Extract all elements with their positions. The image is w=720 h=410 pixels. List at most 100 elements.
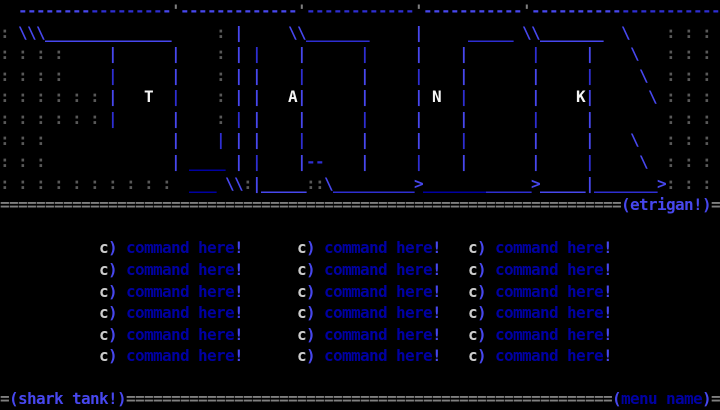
- menu-item-bang: !: [234, 324, 244, 344]
- menu-item[interactable]: c) command here!: [99, 281, 244, 303]
- ansi-art-segment: >: [657, 173, 667, 193]
- menu-item[interactable]: c) command here!: [99, 259, 244, 281]
- ansi-art-segment: : : :: [657, 130, 720, 150]
- ansi-art-segment: (: [612, 389, 622, 409]
- ansi-art-segment: |: [414, 152, 424, 172]
- footer-separator: ========================================…: [126, 389, 613, 409]
- ansi-art-segment: : : :: [657, 22, 720, 42]
- ansi-art-segment: =: [711, 195, 720, 215]
- menu-item-bang: !: [603, 281, 613, 301]
- overlay-letter-n: N: [432, 87, 442, 107]
- art-row: : : : : | |: | | | | | | | | \ : : :: [0, 43, 720, 65]
- ansi-art-segment: -------------: [180, 1, 298, 20]
- ansi-art-segment: |: [360, 130, 370, 150]
- ansi-art-segment: |: [234, 65, 244, 85]
- art-row: : : : | ____ | | | -- | | | | | \: : :: [0, 151, 720, 173]
- ansi-art-segment: |: [585, 44, 595, 64]
- menu-item[interactable]: c) command here!: [99, 345, 244, 367]
- menu-item[interactable]: c) command here!: [468, 324, 613, 346]
- ansi-art-segment: |: [108, 87, 118, 107]
- menu-item[interactable]: c) command here!: [99, 237, 244, 259]
- art-row: : : : | | | | | | | | | | \ : : :: [0, 129, 720, 151]
- ansi-art-segment: ': [171, 1, 181, 20]
- ansi-art-segment: |: [585, 65, 595, 85]
- menu-item-key: c: [99, 281, 109, 301]
- art-row: c) command here! c) command here! c) comma…: [0, 259, 720, 281]
- menu-item-key: c: [99, 259, 109, 279]
- ansi-art-segment: :: [216, 44, 234, 64]
- ansi-art-segment: |: [108, 44, 118, 64]
- menu-item-label: command here: [495, 281, 604, 301]
- ansi-art-segment: _______: [423, 173, 487, 193]
- ansi-art-segment: _____: [540, 173, 586, 193]
- ansi-art-segment: |: [459, 152, 469, 172]
- menu-item-bang: !: [432, 259, 442, 279]
- menu-item[interactable]: c) command here!: [99, 302, 244, 324]
- ansi-art-segment: --------: [18, 1, 91, 20]
- menu-item-paren: ): [108, 324, 126, 344]
- ansi-art-segment: \: [639, 65, 649, 85]
- ansi-art-segment: |: [297, 130, 307, 150]
- menu-item[interactable]: c) command here!: [297, 324, 442, 346]
- ansi-art-segment: |: [414, 22, 424, 42]
- menu-item[interactable]: c) command here!: [297, 259, 442, 281]
- ansi-art-segment: |: [459, 65, 469, 85]
- menu-item[interactable]: c) command here!: [468, 281, 613, 303]
- menu-item-label: command here: [126, 238, 235, 258]
- ansi-art-segment: ____: [189, 152, 226, 172]
- menu-item-key: c: [99, 303, 109, 323]
- menu-item-key: c: [297, 346, 307, 366]
- menu-item[interactable]: c) command here!: [297, 345, 442, 367]
- menu-item-key: c: [297, 324, 307, 344]
- ansi-art-segment: |: [108, 65, 118, 85]
- overlay-letter-k: K: [576, 87, 586, 107]
- ansi-art-segment: _______: [594, 173, 658, 193]
- ansi-art-segment: |: [414, 108, 424, 128]
- ansi-art-segment: |: [585, 152, 595, 172]
- menu-item-label: command here: [126, 303, 235, 323]
- ansi-art-segment: |: [108, 108, 118, 128]
- ansi-art-segment: |: [414, 44, 424, 64]
- art-row: c) command here! c) command here! c) comma…: [0, 281, 720, 303]
- ansi-art-segment: |: [414, 130, 424, 150]
- menu-item-label: command here: [126, 346, 235, 366]
- menu-item-paren: ): [477, 238, 495, 258]
- menu-item-label: command here: [324, 281, 433, 301]
- menu-item-label: command here: [126, 259, 235, 279]
- menu-item-label: command here: [495, 324, 604, 344]
- menu-item-label: command here: [126, 324, 235, 344]
- menu-item-bang: !: [603, 238, 613, 258]
- menu-item[interactable]: c) command here!: [468, 259, 613, 281]
- ansi-art-segment: |: [297, 108, 307, 128]
- menu-item[interactable]: c) command here!: [297, 281, 442, 303]
- ansi-art-segment: : : : :: [0, 65, 72, 85]
- art-row: : : : : : : | |: | | | | | | | | : : :: [0, 108, 720, 130]
- ansi-art-segment: =: [0, 389, 10, 409]
- menu-item[interactable]: c) command here!: [297, 237, 442, 259]
- menu-item[interactable]: c) command here!: [99, 324, 244, 346]
- ansi-art-segment: _______: [306, 22, 370, 42]
- menu-item-key: c: [297, 238, 307, 258]
- menu-item[interactable]: c) command here!: [468, 345, 613, 367]
- menu-item-bang: !: [234, 303, 244, 323]
- ansi-art-segment: |: [252, 130, 262, 150]
- menu-item[interactable]: c) command here!: [468, 237, 613, 259]
- menu-item-paren: ): [108, 281, 126, 301]
- ansi-art-segment: |: [216, 130, 226, 150]
- ansi-art-segment: :: [216, 65, 234, 85]
- menu-item-paren: ): [108, 259, 126, 279]
- ansi-art-segment: ______________: [45, 22, 172, 42]
- ansi-art-segment: |: [459, 108, 469, 128]
- ansi-art-segment: =: [711, 389, 720, 409]
- menu-item-label: command here: [126, 281, 235, 301]
- art-row: c) command here! c) command here! c) comma…: [0, 237, 720, 259]
- ansi-art-segment: |: [297, 65, 307, 85]
- board-name: (shark tank!): [9, 389, 127, 409]
- ansi-art-segment: \: [639, 152, 649, 172]
- menu-item-label: command here: [495, 238, 604, 258]
- menu-item[interactable]: c) command here!: [297, 302, 442, 324]
- ansi-art-segment: _______: [540, 22, 604, 42]
- ansi-art-segment: \\: [225, 173, 244, 193]
- menu-item-key: c: [297, 281, 307, 301]
- menu-item[interactable]: c) command here!: [468, 302, 613, 324]
